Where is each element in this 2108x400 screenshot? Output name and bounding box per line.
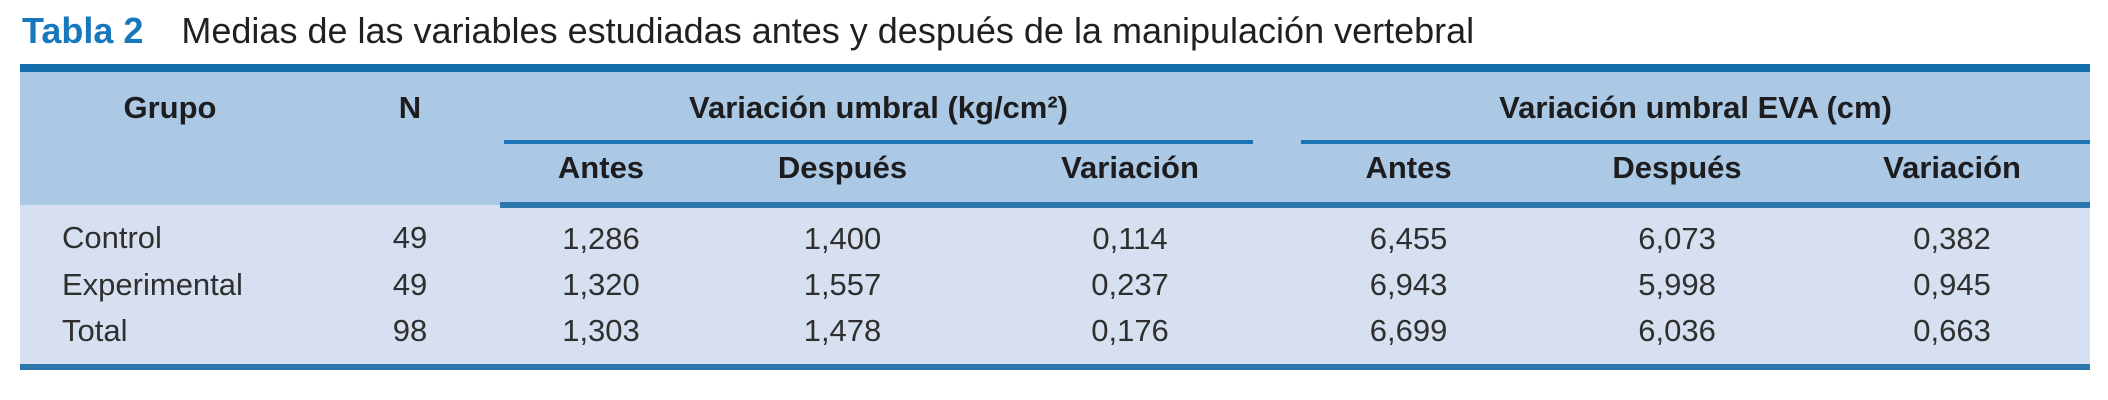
cell-n: 49: [320, 262, 500, 308]
cell-value: 0,176: [983, 308, 1278, 367]
column-group-umbral-eva: Variación umbral EVA (cm): [1277, 68, 2091, 144]
cell-value: 1,286: [500, 205, 702, 262]
column-header-variacion-eva: Variación: [1814, 144, 2091, 208]
cell-value: 0,945: [1814, 262, 2091, 308]
cell-value: 6,073: [1540, 205, 1815, 262]
header-sub-row: Antes Después Variación Antes Después Va…: [20, 144, 2091, 208]
cell-value: 1,478: [702, 308, 983, 367]
cell-value: 0,382: [1814, 205, 2091, 262]
column-header-despues-eva: Después: [1540, 144, 1815, 208]
cell-value: 6,036: [1540, 308, 1815, 367]
table-caption-text: Medias de las variables estudiadas antes…: [181, 10, 1475, 51]
table-body: Control 49 1,286 1,400 0,114 6,455 6,073…: [20, 205, 2091, 367]
cell-value: 1,400: [702, 205, 983, 262]
cell-value: 6,455: [1277, 205, 1541, 262]
column-header-despues-kg: Después: [702, 144, 983, 208]
table-row-experimental: Experimental 49 1,320 1,557 0,237 6,943 …: [20, 262, 2091, 308]
table-row-control: Control 49 1,286 1,400 0,114 6,455 6,073…: [20, 205, 2091, 262]
cell-value: 5,998: [1540, 262, 1815, 308]
column-header-n: N: [320, 68, 500, 205]
table-row-total: Total 98 1,303 1,478 0,176 6,699 6,036 0…: [20, 308, 2091, 367]
table-caption: Tabla 2 Medias de las variables estudiada…: [0, 0, 2108, 52]
cell-value: 0,663: [1814, 308, 2091, 367]
cell-value: 1,557: [702, 262, 983, 308]
cell-value: 6,699: [1277, 308, 1541, 367]
cell-value: 6,943: [1277, 262, 1541, 308]
table-header: Grupo N Variación umbral (kg/cm²) Variac…: [20, 68, 2091, 208]
column-group-umbral-kg: Variación umbral (kg/cm²): [500, 68, 1278, 144]
cell-value: 1,320: [500, 262, 702, 308]
header-group-row: Grupo N Variación umbral (kg/cm²) Variac…: [20, 68, 2091, 205]
cell-grupo: Total: [20, 308, 320, 367]
results-table: Grupo N Variación umbral (kg/cm²) Variac…: [20, 64, 2091, 370]
column-group-umbral-kg-label: Variación umbral (kg/cm²): [504, 90, 1254, 144]
cell-value: 1,303: [500, 308, 702, 367]
column-group-umbral-eva-label: Variación umbral EVA (cm): [1301, 90, 2091, 144]
column-header-antes-kg: Antes: [500, 144, 702, 208]
column-header-grupo: Grupo: [20, 68, 320, 205]
cell-value: 0,237: [983, 262, 1278, 308]
column-header-variacion-kg: Variación: [983, 144, 1278, 208]
cell-grupo: Control: [20, 205, 320, 262]
cell-n: 49: [320, 205, 500, 262]
cell-grupo: Experimental: [20, 262, 320, 308]
cell-value: 0,114: [983, 205, 1278, 262]
column-header-antes-eva: Antes: [1277, 144, 1541, 208]
cell-n: 98: [320, 308, 500, 367]
table-caption-tag: Tabla 2: [22, 10, 144, 51]
